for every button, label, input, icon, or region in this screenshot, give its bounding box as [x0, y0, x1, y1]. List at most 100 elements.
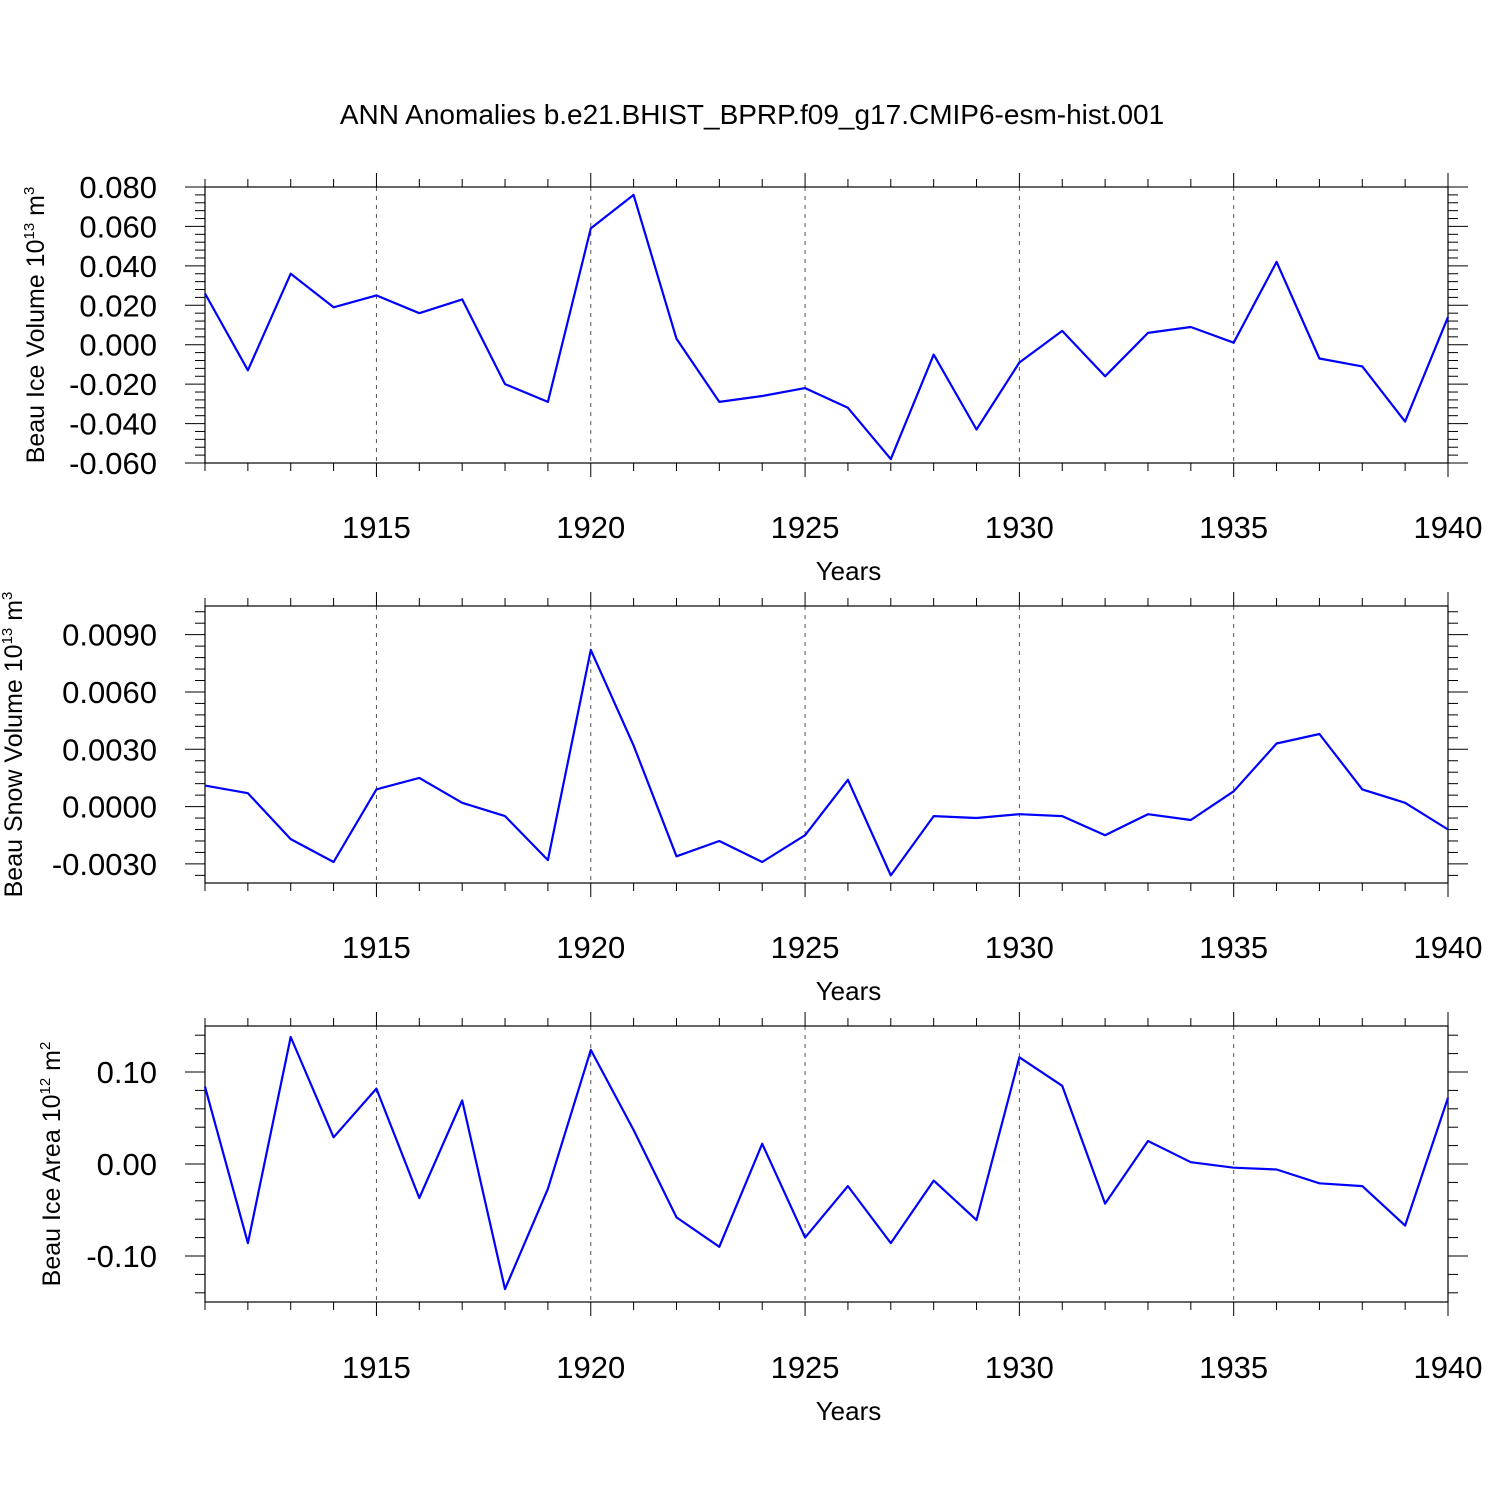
y-axis-label-text: Beau Ice Area 10: [38, 1095, 66, 1287]
data-point: [1360, 1184, 1364, 1188]
data-point: [289, 837, 293, 841]
data-point: [932, 1179, 936, 1183]
data-point: [203, 784, 207, 788]
y-tick-label: 0.020: [79, 288, 157, 323]
data-point: [1146, 331, 1150, 335]
data-point: [674, 337, 678, 341]
plot-frame: [204, 605, 1449, 884]
series-line: [204, 648, 1449, 877]
data-point: [717, 400, 721, 404]
panel-1: 0.080 0.060 0.040 0.020 0.000 -0.020 -0.040 -0.…: [21, 170, 1482, 586]
data-point: [632, 1128, 636, 1132]
y-tick-label: 0.0090: [62, 618, 157, 653]
data-point: [374, 787, 378, 791]
x-axis-label: Years: [816, 976, 882, 1006]
data-point: [975, 816, 979, 820]
x-tick-label: 1920: [556, 1350, 625, 1385]
data-point: [246, 368, 250, 372]
data-point: [846, 778, 850, 782]
data-point: [1146, 1139, 1150, 1143]
x-tick-label: 1920: [556, 510, 625, 545]
x-tick-label: 1915: [342, 510, 411, 545]
data-point: [417, 776, 421, 780]
data-point: [460, 297, 464, 301]
data-point: [246, 791, 250, 795]
x-tick-label: 1915: [342, 1350, 411, 1385]
data-point: [975, 427, 979, 431]
data-point: [332, 1135, 336, 1139]
y-axis-label-unit: m: [38, 1050, 66, 1078]
data-point: [246, 1241, 250, 1245]
data-point: [1446, 315, 1450, 319]
data-point: [1275, 260, 1279, 264]
y-tick-label: 0.0000: [62, 790, 157, 825]
x-tick-label: 1920: [556, 930, 625, 965]
data-point: [803, 833, 807, 837]
y-tick-label: 0.10: [97, 1055, 157, 1090]
data-point: [932, 353, 936, 357]
data-point: [1189, 325, 1193, 329]
y-tick-label: -0.040: [69, 407, 157, 442]
data-point: [1275, 742, 1279, 746]
data-point: [803, 1236, 807, 1240]
data-point: [1103, 1202, 1107, 1206]
y-tick-label: 0.000: [79, 328, 157, 363]
series-line: [204, 193, 1450, 461]
y-axis-label-unit: m: [22, 195, 50, 223]
x-axis-label: Years: [816, 556, 882, 586]
x-tick-label: 1925: [771, 930, 840, 965]
data-point: [889, 1241, 893, 1245]
data-point: [1403, 420, 1407, 424]
data-point: [1060, 1084, 1064, 1088]
y-axis-label-unit-exponent: 2: [37, 1042, 54, 1050]
data-point: [1317, 1181, 1321, 1185]
data-point: [203, 1085, 207, 1089]
series-line: [203, 1035, 1450, 1291]
data-point: [1360, 364, 1364, 368]
data-point: [1446, 828, 1450, 832]
data-point: [803, 386, 807, 390]
x-tick-label: 1930: [985, 930, 1054, 965]
plot-frame: [204, 1025, 1449, 1303]
y-axis-label-text: Beau Snow Volume 10: [0, 644, 28, 897]
data-point: [546, 400, 550, 404]
data-point: [889, 873, 893, 877]
data-point: [1317, 732, 1321, 736]
data-point: [1146, 812, 1150, 816]
x-tick-label: 1925: [771, 510, 840, 545]
data-point: [203, 291, 207, 295]
y-axis-label-exponent: 13: [21, 223, 38, 240]
data-point: [332, 305, 336, 309]
data-point: [1232, 1166, 1236, 1170]
data-point: [1403, 1224, 1407, 1228]
x-tick-label: 1940: [1414, 1350, 1483, 1385]
x-tick-label: 1930: [985, 510, 1054, 545]
data-point: [760, 860, 764, 864]
y-axis-label-unit-exponent: 3: [21, 187, 38, 195]
data-point: [846, 406, 850, 410]
x-tick-label: 1935: [1199, 510, 1268, 545]
data-point: [1275, 1168, 1279, 1172]
x-tick-label: 1935: [1199, 1350, 1268, 1385]
data-point: [674, 1215, 678, 1219]
data-point: [374, 293, 378, 297]
x-tick-label: 1925: [771, 1350, 840, 1385]
y-tick-label: -0.060: [69, 446, 157, 481]
y-tick-label: -0.020: [69, 367, 157, 402]
y-tick-label: -0.10: [86, 1239, 157, 1274]
data-point: [289, 1035, 293, 1039]
data-point: [632, 193, 636, 197]
data-point: [1060, 329, 1064, 333]
data-point: [589, 226, 593, 230]
data-point: [632, 743, 636, 747]
data-point: [889, 457, 893, 461]
data-point: [1189, 818, 1193, 822]
data-point: [503, 382, 507, 386]
panel-2: 0.0090 0.0060 0.0030 0.0000 -0.0030 1915 1920 1…: [0, 592, 1482, 1006]
data-point: [760, 1142, 764, 1146]
y-axis-label-exponent: 12: [37, 1078, 54, 1095]
data-point: [374, 1087, 378, 1091]
data-point: [503, 1287, 507, 1291]
data-point: [1017, 812, 1021, 816]
y-tick-label: 0.040: [79, 249, 157, 284]
